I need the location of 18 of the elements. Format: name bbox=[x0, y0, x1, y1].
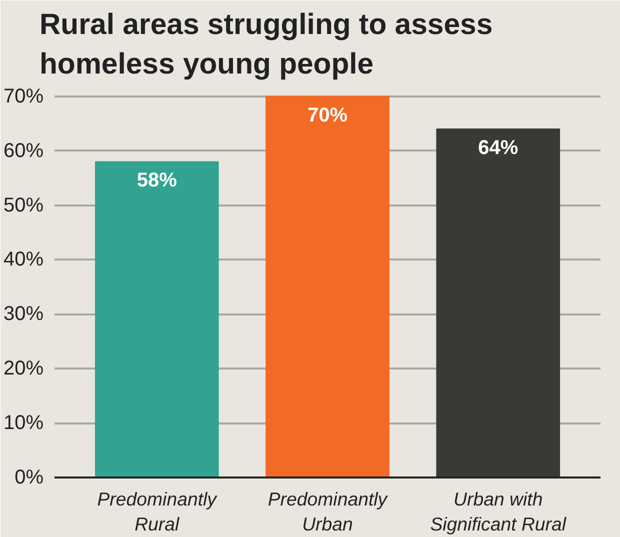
x-tick-label: Urban with Significant Rural bbox=[430, 488, 567, 535]
y-tick-label: 60% bbox=[3, 140, 44, 162]
bar bbox=[436, 128, 560, 478]
y-tick-label: 40% bbox=[3, 248, 44, 271]
data-label: 58% bbox=[136, 170, 178, 192]
y-tick-label: 20% bbox=[3, 358, 44, 380]
x-tick-label: Predominantly Rural bbox=[97, 488, 218, 535]
data-label: 70% bbox=[307, 104, 348, 126]
x-tick-label: Predominantly Urban bbox=[268, 488, 389, 535]
y-tick-label: 50% bbox=[3, 194, 44, 216]
y-tick-label: 70% bbox=[3, 85, 44, 108]
bar bbox=[266, 96, 390, 478]
chart-title: Rural areas struggling to assess homeless young people bbox=[40, 8, 493, 80]
bar bbox=[94, 161, 219, 478]
y-tick-label: 30% bbox=[3, 303, 44, 326]
data-label: 64% bbox=[478, 137, 518, 160]
y-tick-label: 0% bbox=[14, 466, 44, 488]
y-tick-label: 10% bbox=[3, 412, 44, 434]
